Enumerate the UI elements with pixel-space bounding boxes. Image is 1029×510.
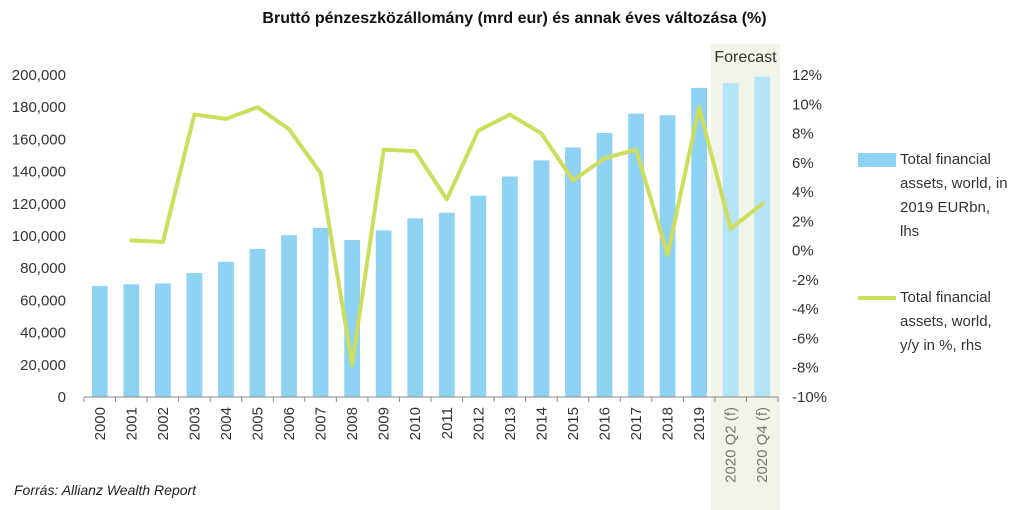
source-note: Forrás: Allianz Wealth Report: [14, 482, 197, 498]
legend-item-line: Total financial assets, world, y/y in %,…: [858, 288, 1010, 358]
bar: [123, 284, 140, 397]
bar: [596, 132, 613, 397]
right-axis-tick: 0%: [792, 243, 814, 260]
left-axis-tick: 100,000: [12, 228, 66, 245]
left-axis-tick: 180,000: [12, 99, 66, 116]
legend-line-swatch: [858, 296, 896, 300]
left-axis-tick: 140,000: [12, 164, 66, 181]
x-axis-tick-label: 2015: [565, 407, 582, 440]
x-axis-tick-label: 2020 Q2 (f): [723, 407, 740, 483]
x-axis-tick-label: 2019: [691, 407, 708, 440]
legend-item-bars: Total financial assets, world, in 2019 E…: [858, 150, 1010, 244]
bar: [186, 273, 203, 397]
x-axis-tick-label: 2009: [376, 407, 393, 440]
right-axis-tick: 2%: [792, 213, 814, 230]
bar: [154, 283, 171, 397]
legend-line-label: Total financial assets, world, y/y in %,…: [900, 289, 992, 354]
x-axis-tick-label: 2003: [186, 407, 203, 440]
right-axis-tick: 8%: [792, 126, 814, 143]
bar: [565, 147, 581, 397]
legend-bar-label: Total financial assets, world, in 2019 E…: [900, 151, 1008, 240]
x-axis-tick-label: 2002: [155, 407, 172, 440]
right-axis-tick: -6%: [792, 330, 819, 347]
bar: [754, 76, 771, 398]
x-axis-tick-label: 2008: [344, 407, 361, 440]
right-axis-tick: -2%: [792, 272, 819, 289]
x-axis-tick-label: 2020 Q4 (f): [754, 407, 771, 483]
x-axis-tick-label: 2007: [313, 407, 330, 440]
left-axis-tick: 20,000: [20, 357, 66, 374]
x-axis-tick-label: 2016: [597, 407, 614, 440]
left-axis-tick: 0: [58, 389, 66, 406]
x-axis-tick-label: 2013: [502, 407, 519, 440]
right-axis-tick: 12%: [792, 67, 822, 84]
x-axis-tick-label: 2005: [250, 407, 267, 440]
x-axis-tick-label: 2012: [470, 407, 487, 440]
x-axis-tick-label: 2004: [218, 407, 235, 440]
right-axis-tick: -8%: [792, 360, 819, 377]
bar: [281, 235, 297, 397]
right-axis-tick: -10%: [792, 389, 827, 406]
right-axis-tick: 6%: [792, 155, 814, 172]
x-axis-tick-label: 2010: [407, 407, 424, 440]
bar: [249, 248, 266, 397]
left-axis-tick: 80,000: [20, 260, 66, 277]
left-axis-tick: 160,000: [12, 131, 66, 148]
left-axis-tick: 60,000: [20, 292, 66, 309]
x-axis-tick-label: 2000: [92, 407, 109, 440]
x-axis-tick-label: 2011: [439, 407, 456, 439]
bar: [691, 87, 708, 397]
bar: [91, 285, 108, 397]
right-axis-tick: -4%: [792, 301, 819, 318]
left-axis-tick: 120,000: [12, 196, 66, 213]
forecast-label: Forecast: [714, 49, 777, 66]
bar: [438, 212, 455, 397]
bar: [533, 160, 550, 397]
right-axis-tick: 4%: [792, 184, 814, 201]
chart-title: Bruttó pénzeszközállomány (mrd eur) és a…: [262, 10, 767, 27]
bar: [375, 230, 392, 397]
left-axis-tick: 40,000: [20, 325, 66, 342]
bar: [218, 261, 234, 397]
x-axis-tick-label: 2001: [123, 407, 140, 440]
x-axis-tick-label: 2006: [281, 407, 298, 440]
bar: [470, 195, 487, 397]
x-axis-tick-label: 2017: [628, 407, 645, 440]
x-axis-tick-label: 2018: [660, 407, 677, 440]
bar: [344, 240, 361, 397]
bar: [312, 227, 329, 397]
bar: [722, 83, 739, 398]
right-axis-tick: 10%: [792, 96, 822, 113]
bar: [628, 113, 644, 397]
bar: [407, 218, 424, 397]
legend-bar-swatch: [858, 153, 896, 167]
bar: [501, 176, 518, 397]
x-axis-tick-label: 2014: [533, 407, 550, 440]
left-axis-tick: 200,000: [12, 67, 66, 84]
